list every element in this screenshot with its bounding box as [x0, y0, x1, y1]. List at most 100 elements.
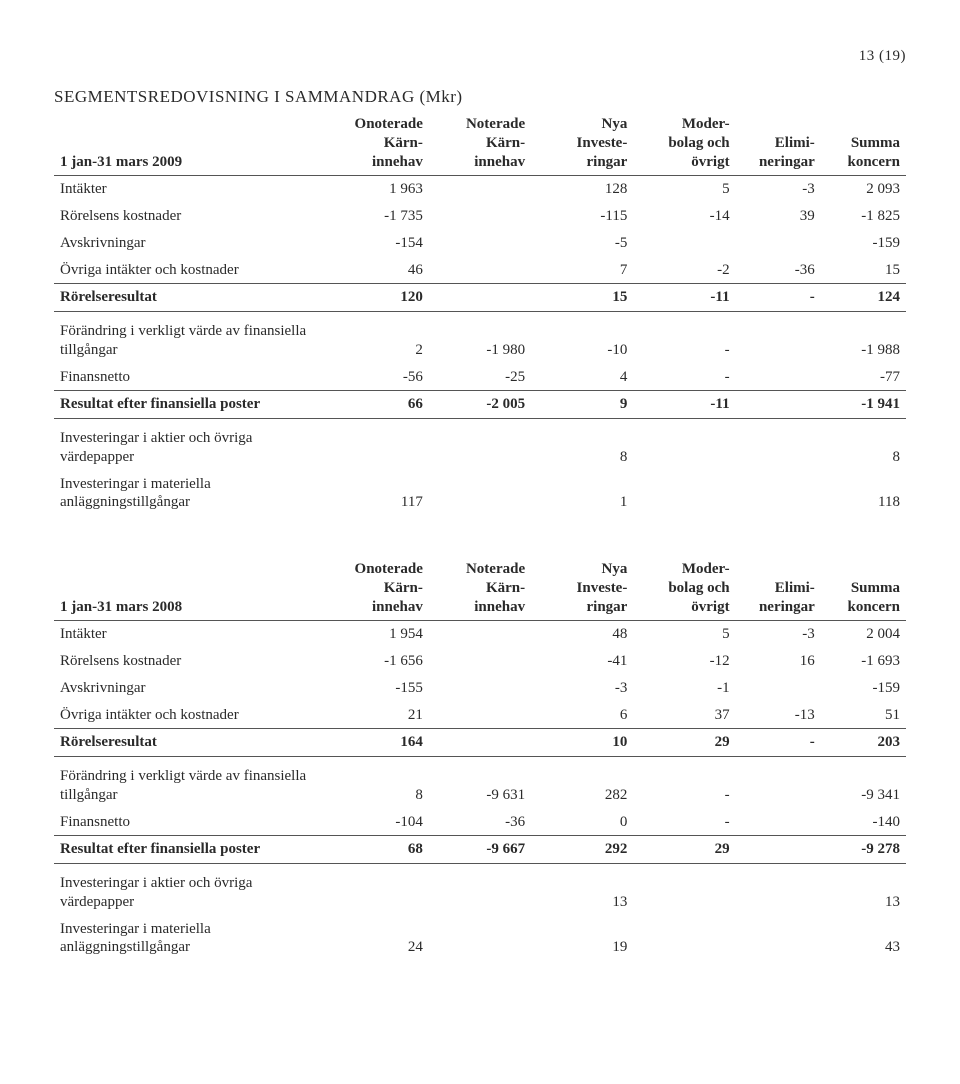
- cell: [429, 648, 531, 675]
- cell: [429, 729, 531, 757]
- cell: -: [633, 364, 735, 391]
- row-label: Finansnetto: [54, 364, 327, 391]
- cell: -: [633, 312, 735, 364]
- cell: -3: [736, 176, 821, 203]
- cell: -115: [531, 203, 633, 230]
- row-label: Finansnetto: [54, 809, 327, 836]
- cell: 43: [821, 916, 906, 962]
- cell: -154: [327, 230, 429, 257]
- row-label: Investeringar i aktier och övriga värdep…: [54, 419, 327, 471]
- cell: -11: [633, 284, 735, 312]
- cell: -1 825: [821, 203, 906, 230]
- cell: [429, 203, 531, 230]
- cell: 164: [327, 729, 429, 757]
- cell: -14: [633, 203, 735, 230]
- table-row: Rörelsens kostnader-1 656-41-1216-1 693: [54, 648, 906, 675]
- cell: [429, 230, 531, 257]
- row-label: Investeringar i materiella anläggningsti…: [54, 916, 327, 962]
- cell: [736, 312, 821, 364]
- cell: -9 341: [821, 757, 906, 809]
- table-row: Investeringar i aktier och övriga värdep…: [54, 419, 906, 471]
- row-label: Övriga intäkter och kostnader: [54, 257, 327, 284]
- col-header: Moder-bolag ochövrigt: [633, 556, 735, 621]
- row-label: Rörelseresultat: [54, 284, 327, 312]
- cell: 1: [531, 471, 633, 517]
- cell: [736, 391, 821, 419]
- cell: 2: [327, 312, 429, 364]
- cell: [633, 419, 735, 471]
- table-row: Övriga intäkter och kostnader21637-1351: [54, 702, 906, 729]
- row-label: Resultat efter finansiella poster: [54, 391, 327, 419]
- cell: 13: [531, 864, 633, 916]
- cell: -: [633, 757, 735, 809]
- cell: -10: [531, 312, 633, 364]
- row-label: Investeringar i materiella anläggningsti…: [54, 471, 327, 517]
- table-row: Resultat efter finansiella poster66-2 00…: [54, 391, 906, 419]
- cell: -5: [531, 230, 633, 257]
- cell: [633, 230, 735, 257]
- cell: -3: [531, 675, 633, 702]
- cell: 48: [531, 621, 633, 648]
- table-row: Avskrivningar-155-3-1-159: [54, 675, 906, 702]
- cell: [429, 284, 531, 312]
- cell: [736, 364, 821, 391]
- cell: [736, 864, 821, 916]
- cell: 13: [821, 864, 906, 916]
- col-header: Summakoncern: [821, 111, 906, 176]
- cell: 46: [327, 257, 429, 284]
- cell: 68: [327, 836, 429, 864]
- cell: -77: [821, 364, 906, 391]
- cell: [633, 864, 735, 916]
- col-header: NyaInveste-ringar: [531, 111, 633, 176]
- col-header: Summakoncern: [821, 556, 906, 621]
- cell: 4: [531, 364, 633, 391]
- period-header: 1 jan-31 mars 2008: [54, 556, 327, 621]
- row-label: Förändring i verkligt värde av finansiel…: [54, 757, 327, 809]
- cell: [429, 702, 531, 729]
- row-label: Intäkter: [54, 176, 327, 203]
- cell: -: [633, 809, 735, 836]
- cell: -: [736, 729, 821, 757]
- cell: -9 278: [821, 836, 906, 864]
- row-label: Intäkter: [54, 621, 327, 648]
- cell: -56: [327, 364, 429, 391]
- cell: -3: [736, 621, 821, 648]
- cell: [429, 176, 531, 203]
- cell: 8: [821, 419, 906, 471]
- cell: -140: [821, 809, 906, 836]
- cell: [633, 916, 735, 962]
- cell: 66: [327, 391, 429, 419]
- cell: 5: [633, 176, 735, 203]
- col-header: NyaInveste-ringar: [531, 556, 633, 621]
- cell: [429, 419, 531, 471]
- cell: [736, 809, 821, 836]
- cell: [736, 230, 821, 257]
- cell: -36: [429, 809, 531, 836]
- cell: -1 656: [327, 648, 429, 675]
- cell: -2: [633, 257, 735, 284]
- cell: -1 988: [821, 312, 906, 364]
- table-row: Förändring i verkligt värde av finansiel…: [54, 312, 906, 364]
- cell: 7: [531, 257, 633, 284]
- table-row: Investeringar i materiella anläggningsti…: [54, 916, 906, 962]
- cell: 10: [531, 729, 633, 757]
- cell: 128: [531, 176, 633, 203]
- period-header: 1 jan-31 mars 2009: [54, 111, 327, 176]
- cell: 124: [821, 284, 906, 312]
- table-row: Rörelsens kostnader-1 735-115-1439-1 825: [54, 203, 906, 230]
- col-header: Moder-bolag ochövrigt: [633, 111, 735, 176]
- cell: [736, 419, 821, 471]
- table-header-row: 1 jan-31 mars 2008 OnoteradeKärn-innehav…: [54, 556, 906, 621]
- row-label: Resultat efter finansiella poster: [54, 836, 327, 864]
- cell: -1 693: [821, 648, 906, 675]
- cell: 37: [633, 702, 735, 729]
- cell: -41: [531, 648, 633, 675]
- table-row: Intäkter1 9631285-32 093: [54, 176, 906, 203]
- cell: [736, 916, 821, 962]
- cell: [633, 471, 735, 517]
- table-row: Intäkter1 954485-32 004: [54, 621, 906, 648]
- cell: 39: [736, 203, 821, 230]
- cell: 9: [531, 391, 633, 419]
- col-header: Elimi-neringar: [736, 111, 821, 176]
- cell: 1 963: [327, 176, 429, 203]
